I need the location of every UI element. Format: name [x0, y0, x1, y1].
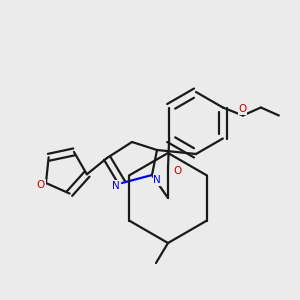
Text: O: O [173, 166, 181, 176]
Text: O: O [239, 104, 247, 115]
Text: N: N [153, 175, 161, 185]
Text: O: O [37, 180, 45, 190]
Text: N: N [112, 181, 120, 191]
